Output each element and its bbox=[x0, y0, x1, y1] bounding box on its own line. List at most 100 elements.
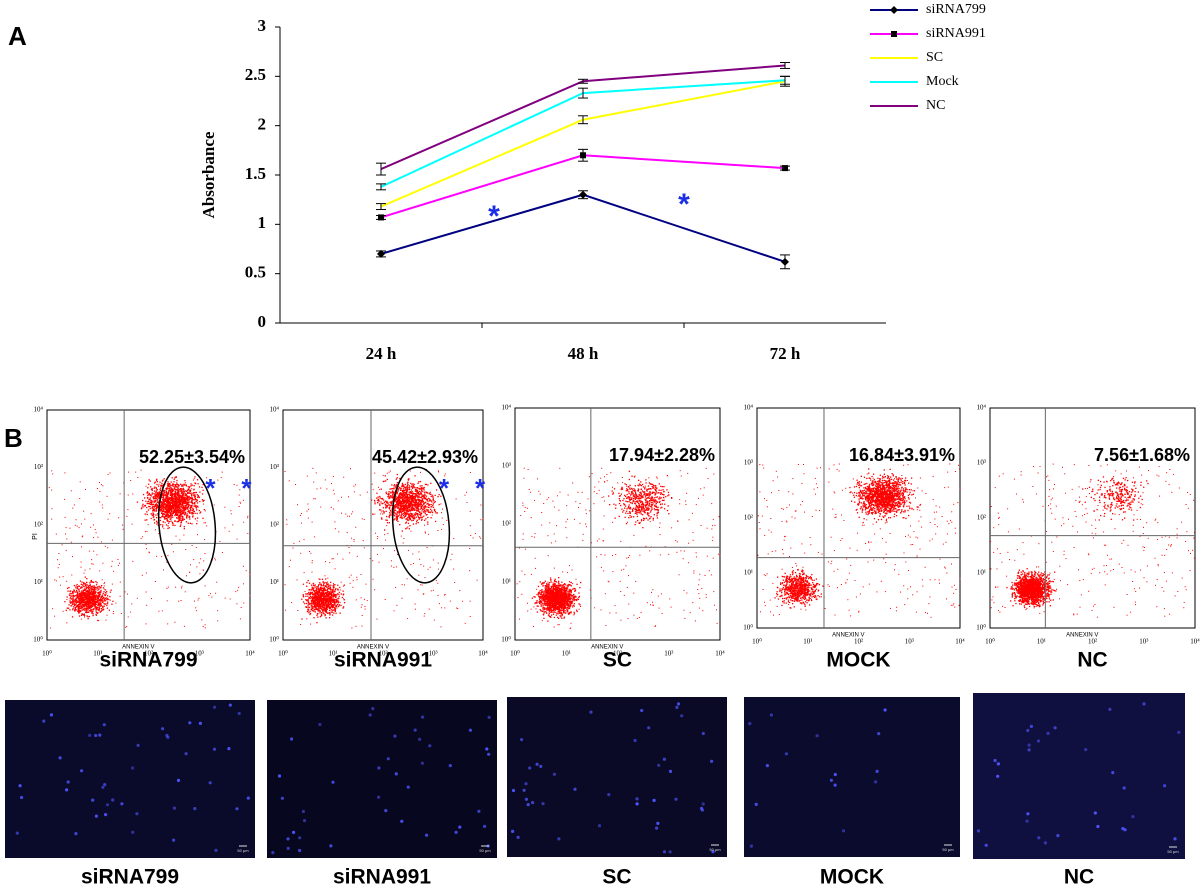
cell-dot bbox=[405, 489, 407, 491]
cell-dot bbox=[314, 593, 316, 596]
cell-dot bbox=[150, 495, 152, 497]
cell-dot bbox=[316, 606, 318, 608]
cell-dot bbox=[170, 494, 173, 496]
cell-dot bbox=[429, 493, 431, 495]
cell-dot bbox=[417, 502, 419, 504]
cell-dot bbox=[456, 607, 458, 609]
cell-dot bbox=[409, 501, 412, 503]
cell-dot bbox=[421, 519, 423, 521]
cell-dot bbox=[169, 505, 172, 507]
cell-dot bbox=[309, 613, 311, 616]
cell-dot bbox=[203, 560, 205, 562]
cell-dot bbox=[406, 495, 409, 497]
cell-dot bbox=[313, 593, 315, 595]
cell-dot bbox=[101, 609, 103, 611]
cell-dot bbox=[167, 506, 169, 508]
cell-dot bbox=[326, 603, 329, 605]
cell-dot bbox=[103, 588, 105, 590]
cell-dot bbox=[381, 518, 383, 520]
cell-dot bbox=[186, 500, 188, 502]
cell-dot bbox=[330, 592, 332, 594]
cell-dot bbox=[153, 482, 156, 484]
cell-dot bbox=[417, 487, 418, 489]
cell-dot bbox=[311, 560, 313, 562]
cell-dot bbox=[343, 584, 345, 586]
cell-dot bbox=[349, 552, 351, 554]
cell-dot bbox=[320, 613, 323, 615]
cell-dot bbox=[159, 488, 161, 491]
cell-dot bbox=[425, 514, 428, 516]
cell-dot bbox=[407, 504, 410, 506]
cell-dot bbox=[293, 542, 295, 544]
cell-dot bbox=[181, 484, 183, 486]
cell-dot bbox=[79, 580, 82, 582]
cell-dot bbox=[405, 505, 407, 507]
cell-dot bbox=[325, 600, 327, 602]
cell-dot bbox=[180, 600, 182, 601]
cell-dot bbox=[318, 591, 320, 594]
cell-dot bbox=[92, 594, 94, 596]
cell-dot bbox=[151, 501, 153, 503]
cell-dot bbox=[87, 599, 89, 601]
cell-dot bbox=[173, 503, 175, 506]
cell-dot bbox=[417, 522, 419, 524]
cell-dot bbox=[90, 585, 93, 588]
cell-dot bbox=[432, 496, 434, 498]
cell-dot bbox=[171, 490, 173, 493]
cell-dot bbox=[310, 584, 313, 586]
cell-dot bbox=[323, 589, 325, 591]
cell-dot bbox=[166, 512, 169, 514]
cell-dot bbox=[335, 601, 337, 604]
cell-dot bbox=[189, 498, 191, 500]
cell-dot bbox=[177, 510, 179, 512]
cell-dot bbox=[84, 584, 87, 587]
cell-dot bbox=[217, 610, 219, 612]
cell-dot bbox=[415, 488, 417, 491]
cell-dot bbox=[325, 585, 327, 588]
cell-dot bbox=[75, 585, 77, 587]
cell-dot bbox=[430, 517, 432, 519]
cell-dot bbox=[177, 507, 180, 509]
cell-dot bbox=[104, 599, 106, 601]
cell-dot bbox=[82, 585, 84, 587]
cell-dot bbox=[437, 470, 439, 472]
cell-dot bbox=[322, 609, 324, 611]
cell-dot bbox=[211, 596, 213, 598]
cell-dot bbox=[178, 509, 180, 511]
cell-dot bbox=[95, 608, 97, 610]
cell-dot bbox=[164, 500, 166, 503]
cell-dot bbox=[396, 566, 398, 568]
cell-dot bbox=[332, 595, 334, 597]
significance-mark: * bbox=[205, 473, 216, 503]
legend-marker bbox=[890, 6, 898, 14]
cell-dot bbox=[469, 525, 471, 527]
cell-dot bbox=[176, 509, 178, 511]
cell-dot bbox=[88, 587, 90, 589]
cell-dot bbox=[131, 603, 133, 605]
cell-dot bbox=[102, 608, 104, 610]
error-bar bbox=[578, 115, 588, 125]
cell-dot bbox=[311, 562, 313, 564]
cell-dot bbox=[150, 502, 152, 504]
cell-dot bbox=[199, 491, 201, 493]
cell-dot bbox=[162, 495, 164, 497]
cell-dot bbox=[313, 498, 315, 500]
cell-dot bbox=[391, 502, 393, 504]
cell-dot bbox=[91, 595, 94, 597]
cell-dot bbox=[181, 495, 183, 497]
cell-dot bbox=[166, 600, 168, 602]
cell-dot bbox=[429, 499, 431, 501]
cell-dot bbox=[437, 594, 439, 596]
cell-dot bbox=[91, 602, 93, 605]
cell-dot bbox=[330, 593, 332, 596]
cell-dot bbox=[113, 611, 114, 613]
cell-dot bbox=[325, 601, 327, 603]
cell-dot bbox=[167, 482, 169, 485]
cell-dot bbox=[177, 500, 179, 502]
cell-dot bbox=[333, 489, 335, 491]
cell-dot bbox=[89, 605, 91, 607]
cell-dot bbox=[404, 500, 406, 502]
cell-dot bbox=[174, 494, 176, 496]
cell-dot bbox=[351, 627, 353, 629]
cell-dot bbox=[421, 498, 424, 501]
